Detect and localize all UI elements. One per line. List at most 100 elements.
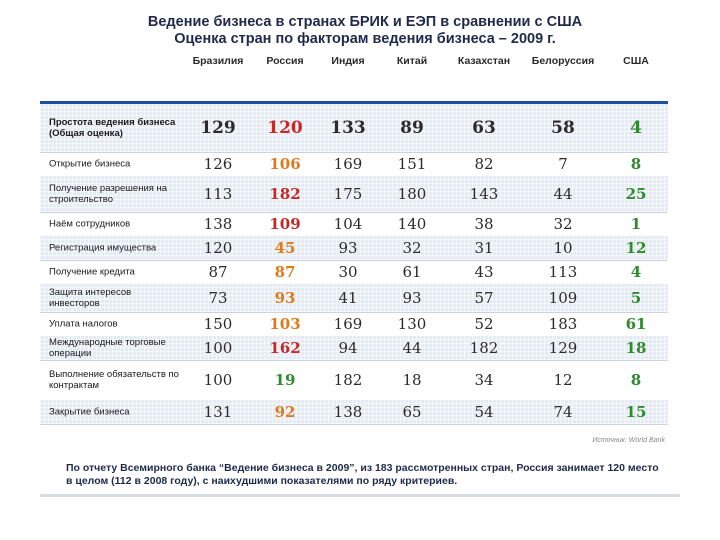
column-header-belarus: Белоруссия (531, 55, 595, 67)
column-header-china: Китай (396, 55, 428, 67)
cell-russia: 45 (274, 239, 296, 257)
column-header-row: Бразилия Россия Индия Китай Казахстан Бе… (0, 55, 720, 71)
cell-india: 94 (338, 339, 358, 357)
slide-title: Ведение бизнеса в странах БРИК и ЕЭП в с… (140, 14, 590, 48)
cell-china: 89 (400, 118, 424, 138)
cell-brazil: 120 (203, 239, 233, 257)
cell-india: 104 (333, 215, 363, 233)
cell-russia: 93 (274, 289, 296, 307)
row-label: Защита интересов инвесторов (49, 287, 132, 309)
cell-belarus: 129 (548, 339, 578, 357)
cell-belarus: 7 (558, 155, 568, 173)
row-label: Закрытие бизнеса (49, 406, 130, 418)
cell-kazakhstan: 57 (474, 289, 494, 307)
cell-usa: 18 (625, 339, 647, 357)
cell-brazil: 129 (200, 118, 236, 138)
bottom-divider (40, 494, 680, 497)
cell-brazil: 87 (208, 263, 228, 281)
row-label: Простота ведения бизнеса (Общая оценка) (49, 117, 176, 139)
cell-russia: 87 (274, 263, 296, 281)
cell-russia: 109 (269, 215, 301, 233)
cell-belarus: 44 (553, 185, 573, 203)
column-header-kazakhstan: Казахстан (457, 55, 511, 67)
table-row: Международные торговые операции 100 162 94 4… (40, 336, 668, 361)
cell-belarus: 12 (553, 371, 573, 389)
cell-usa: 15 (625, 403, 647, 421)
column-header-india: Индия (331, 55, 365, 67)
cell-india: 169 (333, 155, 363, 173)
cell-belarus: 74 (553, 403, 573, 421)
cell-usa: 4 (630, 263, 642, 281)
row-label: Выполнение обязательств по контрактам (49, 369, 179, 391)
cell-kazakhstan: 63 (472, 118, 496, 138)
column-header-usa: США (623, 55, 649, 67)
column-header-brazil: Бразилия (192, 55, 244, 67)
cell-brazil: 73 (208, 289, 228, 307)
cell-india: 93 (338, 239, 358, 257)
cell-india: 30 (338, 263, 358, 281)
table-row: Регистрация имущества 120 45 93 32 31 10 12 (40, 236, 668, 261)
footnote-line-2: в целом (112 в 2008 году), с наихудшими … (66, 475, 458, 487)
cell-russia: 19 (274, 371, 296, 389)
row-label: Уплата налогов (49, 318, 118, 330)
cell-belarus: 58 (551, 118, 575, 138)
row-label: Регистрация имущества (49, 242, 157, 254)
cell-china: 130 (397, 315, 427, 333)
cell-usa: 5 (630, 289, 642, 307)
cell-brazil: 131 (203, 403, 233, 421)
cell-kazakhstan: 38 (474, 215, 494, 233)
cell-brazil: 100 (203, 339, 233, 357)
cell-belarus: 109 (548, 289, 578, 307)
cell-kazakhstan: 182 (469, 339, 499, 357)
table-row: Получение разрешения на строительство 113… (40, 176, 668, 213)
cell-india: 175 (333, 185, 363, 203)
cell-usa: 8 (630, 155, 642, 173)
cell-usa: 25 (625, 185, 647, 203)
footnote-line-1: По отчету Всемирного банка “Ведение бизн… (66, 462, 659, 474)
footnote: По отчету Всемирного банка “Ведение бизн… (66, 462, 666, 488)
cell-russia: 162 (269, 339, 301, 357)
cell-usa: 61 (625, 315, 647, 333)
title-line-1: Ведение бизнеса в странах БРИК и ЕЭП в с… (147, 14, 583, 30)
table-row: Защита интересов инвесторов 73 93 41 93 57 109… (40, 284, 668, 313)
cell-china: 140 (397, 215, 427, 233)
cell-china: 180 (397, 185, 427, 203)
cell-brazil: 138 (203, 215, 233, 233)
cell-kazakhstan: 31 (474, 239, 494, 257)
cell-india: 133 (330, 118, 366, 138)
cell-kazakhstan: 54 (474, 403, 494, 421)
cell-belarus: 113 (548, 263, 578, 281)
cell-usa: 4 (630, 118, 642, 138)
cell-china: 61 (402, 263, 422, 281)
cell-kazakhstan: 82 (474, 155, 494, 173)
ranking-table: Простота ведения бизнеса (Общая оценка) 1… (40, 104, 668, 434)
source-note: Источник: World Bank (592, 437, 665, 444)
table-row: Выполнение обязательств по контрактам 100… (40, 360, 668, 401)
cell-brazil: 100 (203, 371, 233, 389)
cell-brazil: 113 (203, 185, 233, 203)
row-label: Получение разрешения на строительство (49, 183, 168, 205)
cell-brazil: 150 (203, 315, 233, 333)
table-row: Получение кредита 87 87 30 61 43 113 4 (40, 260, 668, 285)
cell-china: 65 (402, 403, 422, 421)
cell-china: 93 (402, 289, 422, 307)
cell-china: 32 (402, 239, 422, 257)
cell-brazil: 126 (203, 155, 233, 173)
row-label: Наём сотрудников (49, 218, 131, 230)
table-row: Открытие бизнеса 126 106 169 151 82 7 8 (40, 152, 668, 177)
cell-russia: 106 (269, 155, 301, 173)
cell-china: 151 (397, 155, 427, 173)
cell-kazakhstan: 43 (474, 263, 494, 281)
table-row: Закрытие бизнеса 131 92 138 65 54 74 15 (40, 400, 668, 425)
cell-india: 182 (333, 371, 363, 389)
row-label: Открытие бизнеса (49, 158, 131, 170)
column-header-russia: Россия (266, 55, 304, 67)
row-label: Международные торговые операции (49, 337, 166, 359)
cell-usa: 8 (630, 371, 642, 389)
table-row: Простота ведения бизнеса (Общая оценка) 1… (40, 104, 668, 153)
cell-russia: 103 (269, 315, 301, 333)
cell-kazakhstan: 52 (474, 315, 494, 333)
cell-russia: 182 (269, 185, 301, 203)
cell-belarus: 32 (553, 215, 573, 233)
cell-usa: 12 (625, 239, 647, 257)
